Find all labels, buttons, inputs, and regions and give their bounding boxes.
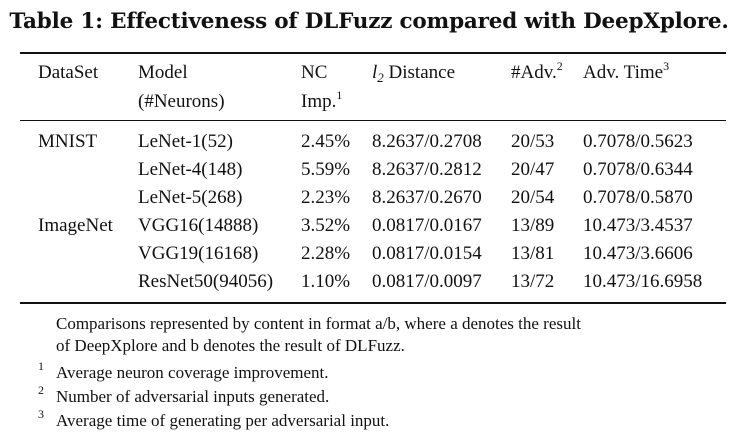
bottom-rule — [20, 302, 726, 304]
cell-dataset: MNIST — [38, 131, 98, 152]
top-rule — [20, 52, 726, 54]
table-note-line-1: Comparisons represented by content in fo… — [56, 314, 581, 333]
cell-l2: 8.2637/0.2670 — [372, 187, 482, 208]
l2-label: Distance — [388, 62, 456, 83]
mid-rule — [20, 120, 726, 121]
footnote-mark-3: 3 — [663, 59, 670, 73]
cell-model: LeNet-4(148) — [138, 159, 243, 180]
table-caption: Table 1: Effectiveness of DLFuzz compare… — [9, 9, 729, 34]
cell-adv: 13/81 — [511, 243, 555, 264]
footnote-2-text: Number of adversarial inputs generated. — [56, 387, 330, 406]
cell-time: 10.473/3.6606 — [583, 243, 693, 264]
footnote-mark-2: 2 — [556, 59, 563, 73]
cell-nc: 2.28% — [301, 243, 351, 264]
header-l2: l2 Distance — [372, 62, 455, 85]
cell-adv: 20/54 — [511, 187, 555, 208]
header-time-label: Adv. Time — [583, 62, 664, 83]
cell-l2: 0.0817/0.0097 — [372, 271, 482, 292]
l2-symbol: l — [372, 62, 378, 83]
cell-nc: 1.10% — [301, 271, 351, 292]
cell-time: 0.7078/0.5623 — [583, 131, 693, 152]
header-nc: NC — [301, 62, 328, 83]
header-time: Adv. Time3 — [583, 59, 670, 85]
cell-model: VGG19(16168) — [138, 243, 259, 264]
header-nc-sub-label: Imp. — [301, 91, 337, 112]
cell-l2: 8.2637/0.2708 — [372, 131, 482, 152]
header-nc-sub: Imp.1 — [301, 88, 343, 114]
footnote-2-mark: 2 — [38, 383, 44, 397]
cell-adv: 13/72 — [511, 271, 555, 292]
cell-nc: 2.23% — [301, 187, 351, 208]
header-model-sub: (#Neurons) — [138, 91, 225, 112]
cell-nc: 2.45% — [301, 131, 351, 152]
footnote-3-text: Average time of generating per adversari… — [56, 411, 390, 430]
cell-adv: 20/53 — [511, 131, 555, 152]
cell-l2: 0.0817/0.0167 — [372, 215, 482, 236]
header-adv: #Adv.2 — [511, 59, 563, 85]
footnote-1-text: Average neuron coverage improvement. — [56, 363, 329, 382]
cell-nc: 5.59% — [301, 159, 351, 180]
footnote-1-mark: 1 — [38, 359, 44, 373]
header-adv-label: #Adv. — [511, 62, 557, 83]
cell-adv: 13/89 — [511, 215, 555, 236]
table-note-line-2: of DeepXplore and b denotes the result o… — [56, 336, 405, 355]
cell-dataset: ImageNet — [38, 215, 113, 236]
header-model: Model — [138, 62, 188, 83]
cell-time: 0.7078/0.5870 — [583, 187, 693, 208]
cell-model: LeNet-5(268) — [138, 187, 243, 208]
cell-l2: 0.0817/0.0154 — [372, 243, 482, 264]
cell-model: LeNet-1(52) — [138, 131, 233, 152]
cell-time: 10.473/3.4537 — [583, 215, 693, 236]
header-dataset: DataSet — [38, 62, 99, 83]
footnote-mark-1: 1 — [336, 88, 343, 102]
cell-time: 0.7078/0.6344 — [583, 159, 693, 180]
cell-nc: 3.52% — [301, 215, 351, 236]
cell-l2: 8.2637/0.2812 — [372, 159, 482, 180]
cell-adv: 20/47 — [511, 159, 555, 180]
cell-time: 10.473/16.6958 — [583, 271, 703, 292]
l2-index: 2 — [377, 70, 384, 85]
footnote-3-mark: 3 — [38, 407, 44, 421]
cell-model: ResNet50(94056) — [138, 271, 274, 292]
cell-model: VGG16(14888) — [138, 215, 259, 236]
